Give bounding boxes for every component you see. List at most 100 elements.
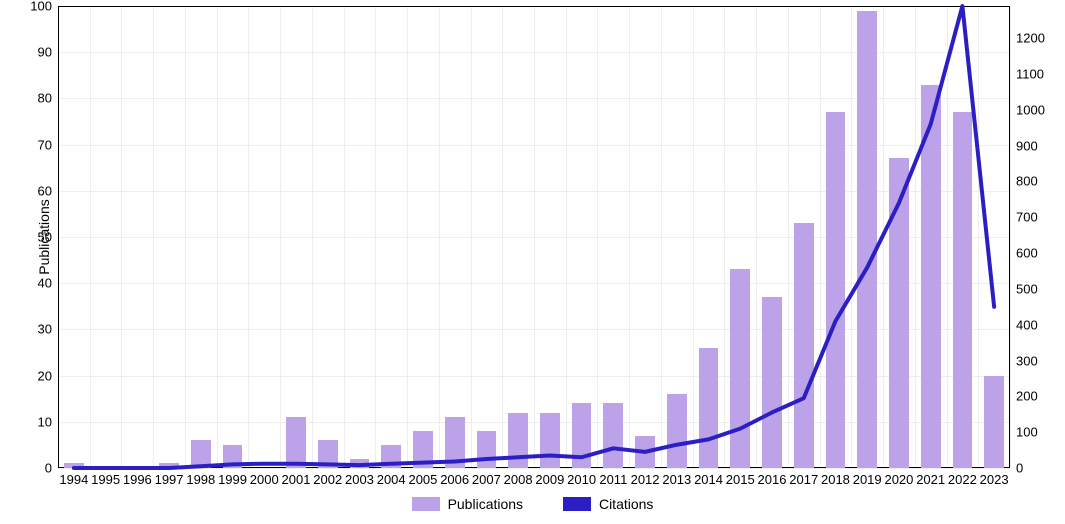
y-left-tick-label: 20 [12, 368, 52, 383]
x-tick-label: 2009 [535, 472, 564, 487]
x-tick-label: 2012 [631, 472, 660, 487]
y-right-tick-label: 400 [1016, 317, 1060, 332]
y-left-tick-label: 80 [12, 91, 52, 106]
axis-right [1009, 6, 1010, 468]
gridline-v [788, 6, 789, 468]
gridline-v [851, 6, 852, 468]
y-left-tick-label: 10 [12, 414, 52, 429]
bar [921, 85, 941, 468]
gridline-v [344, 6, 345, 468]
gridline-v [471, 6, 472, 468]
axis-top [58, 6, 1010, 7]
x-tick-label: 2019 [853, 472, 882, 487]
bar [191, 440, 211, 468]
x-tick-label: 2002 [313, 472, 342, 487]
x-tick-label: 2005 [408, 472, 437, 487]
gridline-v [629, 6, 630, 468]
gridline-v [947, 6, 948, 468]
gridline-v [566, 6, 567, 468]
y-left-tick-label: 50 [12, 230, 52, 245]
x-tick-label: 2014 [694, 472, 723, 487]
y-left-tick-label: 70 [12, 137, 52, 152]
bar [730, 269, 750, 468]
x-tick-label: 1996 [123, 472, 152, 487]
y-left-tick-label: 60 [12, 183, 52, 198]
bar [953, 112, 973, 468]
gridline-h [58, 468, 1010, 469]
gridline-v [756, 6, 757, 468]
bar [413, 431, 433, 468]
x-tick-label: 1998 [186, 472, 215, 487]
gridline-v [90, 6, 91, 468]
y-right-tick-label: 500 [1016, 281, 1060, 296]
gridline-v [883, 6, 884, 468]
chart-container: Publications Citations Publications Cita… [0, 0, 1065, 524]
bar [445, 417, 465, 468]
x-tick-label: 2021 [916, 472, 945, 487]
gridline-v [185, 6, 186, 468]
bar [64, 463, 84, 468]
gridline-v [439, 6, 440, 468]
bar [540, 413, 560, 468]
gridline-v [280, 6, 281, 468]
gridline-v [978, 6, 979, 468]
gridline-v [502, 6, 503, 468]
bar [223, 445, 243, 468]
bar [381, 445, 401, 468]
bar [572, 403, 592, 468]
gridline-v [1010, 6, 1011, 468]
gridline-v [375, 6, 376, 468]
legend: Publications Citations [0, 496, 1065, 514]
x-tick-label: 1999 [218, 472, 247, 487]
legend-label-publications: Publications [448, 496, 524, 512]
gridline-v [534, 6, 535, 468]
legend-swatch-publications [412, 497, 440, 511]
gridline-v [597, 6, 598, 468]
x-tick-label: 2023 [980, 472, 1009, 487]
x-tick-label: 2000 [250, 472, 279, 487]
x-tick-label: 2022 [948, 472, 977, 487]
x-tick-label: 2003 [345, 472, 374, 487]
legend-swatch-citations [563, 497, 591, 511]
bar [857, 11, 877, 468]
gridline-v [661, 6, 662, 468]
bar [889, 158, 909, 468]
x-tick-label: 2001 [282, 472, 311, 487]
y-left-tick-label: 90 [12, 45, 52, 60]
legend-label-citations: Citations [599, 496, 653, 512]
bar [603, 403, 623, 468]
y-right-tick-label: 200 [1016, 389, 1060, 404]
bar [286, 417, 306, 468]
x-tick-label: 2018 [821, 472, 850, 487]
x-tick-label: 2008 [504, 472, 533, 487]
bar [667, 394, 687, 468]
y-left-tick-label: 100 [12, 0, 52, 14]
gridline-v [915, 6, 916, 468]
y-left-tick-label: 40 [12, 276, 52, 291]
x-tick-label: 2006 [440, 472, 469, 487]
gridline-v [248, 6, 249, 468]
y-right-tick-label: 1200 [1016, 31, 1060, 46]
x-tick-label: 2010 [567, 472, 596, 487]
gridline-v [121, 6, 122, 468]
y-right-tick-label: 1000 [1016, 102, 1060, 117]
bar [318, 440, 338, 468]
bar [350, 459, 370, 468]
gridline-v [724, 6, 725, 468]
x-tick-label: 2017 [789, 472, 818, 487]
bar [762, 297, 782, 468]
x-tick-label: 1995 [91, 472, 120, 487]
gridline-v [693, 6, 694, 468]
x-tick-label: 2020 [884, 472, 913, 487]
gridline-v [217, 6, 218, 468]
y-right-tick-label: 800 [1016, 174, 1060, 189]
gridline-v [153, 6, 154, 468]
bar [635, 436, 655, 468]
gridline-v [312, 6, 313, 468]
y-right-tick-label: 600 [1016, 246, 1060, 261]
bar [794, 223, 814, 468]
x-tick-label: 1997 [155, 472, 184, 487]
y-right-tick-label: 700 [1016, 210, 1060, 225]
bar [699, 348, 719, 468]
x-tick-label: 2016 [758, 472, 787, 487]
